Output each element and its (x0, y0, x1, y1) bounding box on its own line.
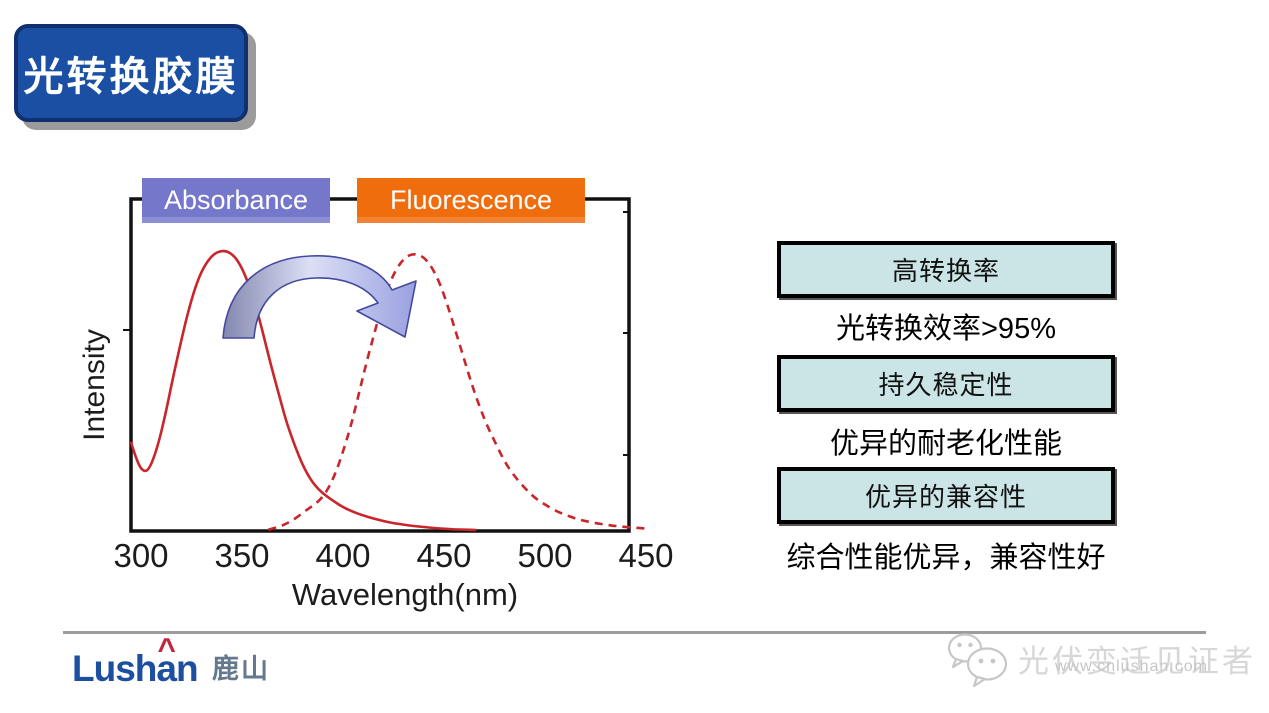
logo-a-letter: a (156, 648, 177, 689)
conversion-arrow (222, 255, 417, 339)
footer-divider (63, 631, 1206, 634)
logo-latin-part2: n (175, 648, 199, 689)
spectra-chart: Absorbance Fluorescence Intensity Wavele… (60, 155, 720, 625)
page-title: 光转换胶膜 (23, 55, 239, 99)
feature-title-conversion: 高转换率 (891, 256, 1000, 286)
logo-cn: 鹿山 (212, 654, 271, 684)
x-tick-1: 300 (113, 537, 169, 574)
feature-title-stability: 持久稳定性 (878, 370, 1014, 400)
feature-title-compatibility: 优异的兼容性 (864, 482, 1027, 512)
feature-caption-compatibility: 综合性能优异，兼容性好 (786, 542, 1106, 574)
title-badge: 光转换胶膜 (14, 24, 248, 122)
y-axis-label: Intensity (78, 329, 111, 441)
feature-box-compatibility: 优异的兼容性 (777, 467, 1115, 524)
footer-tagline: 光伏变迁见证者 (1018, 644, 1256, 679)
wechat-icon (947, 633, 1008, 688)
logo-latin-part1: Lush (72, 648, 157, 689)
logo-caret-accent: ^ (157, 631, 175, 667)
logo-latin: Lusha ^ n (72, 632, 199, 690)
fluorescence-curve (267, 253, 651, 531)
feature-box-conversion: 高转换率 (777, 241, 1115, 298)
x-tick-6: 450 (618, 537, 674, 574)
axis-ticks (123, 211, 629, 456)
x-tick-4: 450 (416, 537, 472, 574)
footer-watermark: www.cnlushan.com (1055, 658, 1208, 675)
legend-fluorescence: Fluorescence (357, 178, 585, 223)
x-tick-5: 500 (517, 537, 573, 574)
feature-caption-conversion: 光转换效率>95% (836, 313, 1056, 345)
absorbance-curve (129, 249, 477, 532)
feature-box-stability: 持久稳定性 (777, 355, 1115, 412)
legend-absorbance: Absorbance (142, 178, 330, 223)
lushan-logo: Lusha ^ n 鹿山 (72, 632, 271, 690)
legend-fluorescence-label: Fluorescence (389, 185, 553, 215)
x-tick-3: 400 (315, 537, 371, 574)
chart-frame (129, 197, 631, 533)
logo-a: a ^ (156, 632, 177, 690)
feature-caption-stability: 优异的耐老化性能 (829, 428, 1062, 460)
legend-absorbance-label: Absorbance (163, 185, 309, 215)
x-tick-2: 350 (214, 537, 270, 574)
x-axis-label: Wavelength(nm) (291, 577, 519, 612)
